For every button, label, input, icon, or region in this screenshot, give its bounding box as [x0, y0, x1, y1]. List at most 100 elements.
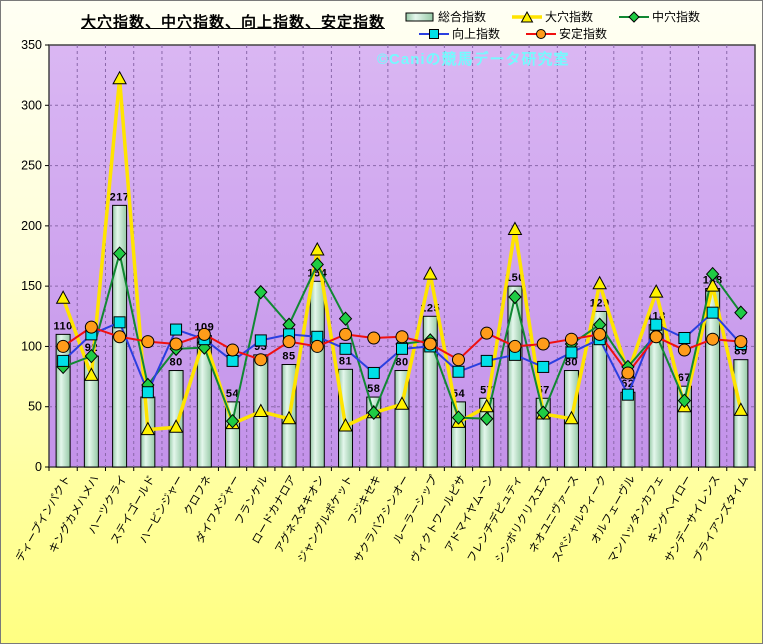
legend-item-improvement-index: 向上指数 [419, 25, 526, 42]
legend-label: 安定指数 [559, 27, 608, 41]
circle-marker [141, 335, 155, 349]
bar [168, 370, 184, 468]
circle-marker [706, 332, 720, 346]
square-marker [452, 365, 465, 378]
square-marker [113, 316, 126, 329]
circle-marker [113, 330, 127, 344]
square-marker [678, 331, 691, 344]
square-marker [226, 354, 239, 367]
square-marker [170, 323, 183, 336]
diamond-marker [480, 411, 494, 427]
circle-marker [734, 335, 748, 349]
triangle-marker [168, 419, 184, 433]
triangle-marker [253, 403, 269, 418]
circle-marker [677, 343, 691, 357]
diamond-marker [451, 410, 466, 425]
y-axis-tick-label: 150 [21, 279, 42, 293]
x-axis-category-label: キングカメハメハ [45, 473, 101, 556]
x-axis-category-label: クロフネ [181, 473, 214, 518]
triangle-marker [55, 290, 71, 304]
legend-swatch-graphic [512, 10, 542, 22]
y-axis-tick-label: 0 [35, 460, 42, 474]
legend-item-stability-index: 安定指数 [526, 25, 633, 42]
square-marker [706, 306, 719, 319]
triangle-marker [394, 396, 410, 410]
triangle-marker [592, 275, 608, 290]
square-marker [339, 342, 352, 355]
triangle-marker [422, 266, 438, 280]
legend-item-longshot-index: 大穴指数 [512, 8, 619, 25]
circle-marker [56, 339, 70, 353]
circle-marker [536, 337, 550, 351]
square-marker [254, 334, 267, 347]
y-axis-tick-label: 250 [21, 159, 42, 173]
bar-value-label: 80 [395, 357, 408, 369]
triangle-line-swatch-icon [512, 10, 542, 24]
legend-label: 向上指数 [452, 27, 501, 41]
legend-label: 中穴指数 [652, 10, 701, 24]
triangle-marker [733, 402, 749, 416]
legend: 総合指数 大穴指数 中穴指数 向上指数 安定指数 [405, 8, 755, 42]
diamond-line-swatch-icon [619, 10, 649, 24]
circle-line-swatch-icon [526, 27, 556, 41]
circle-marker [480, 326, 494, 340]
circle-marker [564, 332, 578, 346]
square-marker [650, 318, 663, 331]
square-marker [537, 360, 550, 373]
bar-value-label: 58 [367, 383, 380, 395]
circle-marker [169, 337, 183, 351]
circle-marker [621, 366, 635, 380]
legend-swatch-graphic [619, 10, 649, 23]
bar-value-label: 80 [565, 357, 578, 369]
triangle-marker [705, 278, 720, 292]
square-marker [480, 354, 493, 367]
diamond-marker [705, 266, 720, 282]
legend-swatch-graphic [405, 12, 434, 21]
circle-marker [254, 353, 268, 367]
bar [55, 333, 71, 468]
diamond-marker [536, 405, 550, 420]
triangle-marker [309, 241, 325, 256]
bar-value-label: 110 [53, 320, 72, 332]
bar [620, 391, 636, 468]
bar [592, 310, 608, 468]
triangle-marker [140, 421, 156, 436]
triangle-marker [648, 284, 664, 298]
triangle-marker [338, 417, 353, 432]
diamond-marker [677, 393, 692, 408]
diamond-marker [367, 405, 381, 420]
y-axis-tick-label: 300 [21, 98, 42, 112]
legend-label: 大穴指数 [545, 10, 594, 24]
legend-swatch-graphic [526, 28, 556, 39]
legend-item-midshot-index: 中穴指数 [619, 8, 726, 25]
circle-marker [84, 320, 98, 334]
circle-marker [226, 343, 240, 357]
diamond-marker [254, 284, 268, 300]
y-axis-tick-label: 100 [21, 339, 42, 353]
diamond-marker [225, 413, 240, 429]
bar-value-label: 80 [169, 357, 182, 369]
watermark-text: ©Caniの競馬データ研究室 [377, 51, 570, 68]
triangle-marker [564, 410, 579, 425]
square-line-swatch-icon [419, 27, 449, 41]
bar-value-label: 150 [505, 272, 525, 284]
chart-title: 大穴指数、中穴指数、向上指数、安定指数 [80, 14, 385, 31]
legend-row-1: 総合指数 大穴指数 中穴指数 [405, 8, 755, 25]
triangle-marker [112, 70, 127, 85]
triangle-marker [84, 367, 99, 381]
bar [507, 285, 523, 468]
circle-marker [593, 327, 607, 341]
circle-marker [423, 337, 437, 351]
bar-value-label: 85 [282, 351, 295, 363]
triangle-marker [507, 221, 523, 235]
square-marker [141, 386, 154, 399]
square-marker [57, 354, 70, 367]
bar [309, 280, 325, 468]
bar-value-label: 54 [226, 388, 240, 400]
diamond-marker [338, 311, 353, 326]
circle-marker [282, 335, 296, 349]
legend-label: 総合指数 [438, 10, 487, 24]
bar-value-label: 67 [678, 372, 691, 384]
y-axis-tick-label: 350 [21, 38, 42, 52]
